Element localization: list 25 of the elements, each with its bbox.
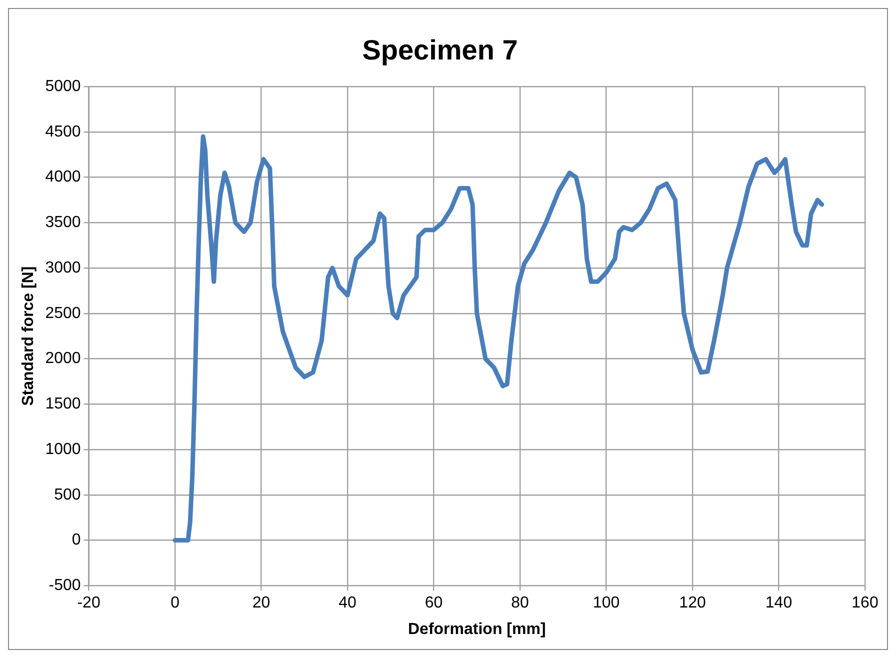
x-tick-label: 0 (170, 594, 180, 612)
y-tick-label: 1500 (45, 396, 81, 413)
y-tick-label: 2000 (45, 350, 81, 368)
y-tick-label: 4500 (45, 123, 81, 140)
y-tick-label: 0 (72, 532, 81, 549)
x-tick-label: 80 (511, 594, 530, 612)
x-tick-label: 160 (852, 594, 878, 612)
chart-title: Specimen 7 (362, 34, 518, 66)
y-tick-label: 4000 (45, 168, 81, 186)
y-tick-label: -500 (48, 577, 81, 594)
y-axis-title: Standard force [N] (20, 266, 38, 406)
x-tick-label: -20 (77, 594, 100, 612)
y-tick-label: 2500 (45, 304, 81, 322)
x-tick-label: 140 (765, 594, 792, 612)
x-tick-label: 20 (252, 594, 270, 612)
y-tick-label: 3000 (45, 259, 81, 276)
x-axis-title: Deformation [mm] (408, 620, 546, 638)
x-tick-label: 100 (592, 594, 620, 612)
y-tick-label: 500 (54, 486, 81, 504)
y-tick-label: 5000 (45, 78, 81, 96)
y-tick-label: 3500 (45, 214, 81, 232)
y-tick-label: 1000 (45, 440, 81, 458)
x-tick-label: 120 (679, 594, 706, 612)
x-tick-label: 60 (424, 594, 443, 612)
x-tick-label: 40 (338, 594, 357, 612)
